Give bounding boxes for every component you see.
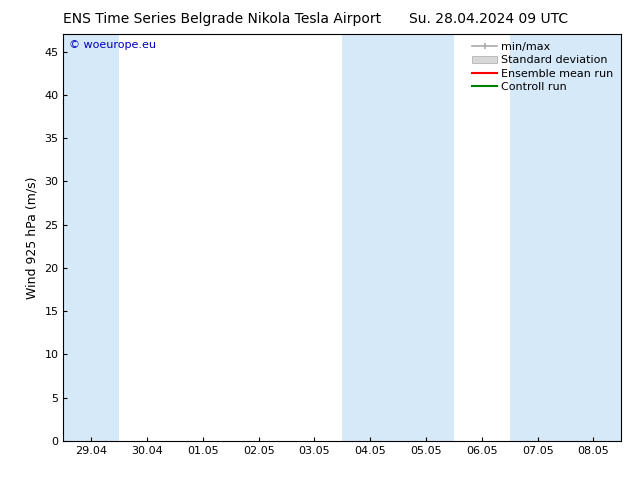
Text: © woeurope.eu: © woeurope.eu <box>69 40 156 50</box>
Text: Su. 28.04.2024 09 UTC: Su. 28.04.2024 09 UTC <box>409 12 567 26</box>
Legend: min/max, Standard deviation, Ensemble mean run, Controll run: min/max, Standard deviation, Ensemble me… <box>470 40 616 94</box>
Bar <box>342 34 398 441</box>
Bar <box>398 34 454 441</box>
Y-axis label: Wind 925 hPa (m/s): Wind 925 hPa (m/s) <box>26 176 39 299</box>
Bar <box>566 34 621 441</box>
Bar <box>510 34 566 441</box>
Text: ENS Time Series Belgrade Nikola Tesla Airport: ENS Time Series Belgrade Nikola Tesla Ai… <box>63 12 381 26</box>
Bar <box>63 34 119 441</box>
